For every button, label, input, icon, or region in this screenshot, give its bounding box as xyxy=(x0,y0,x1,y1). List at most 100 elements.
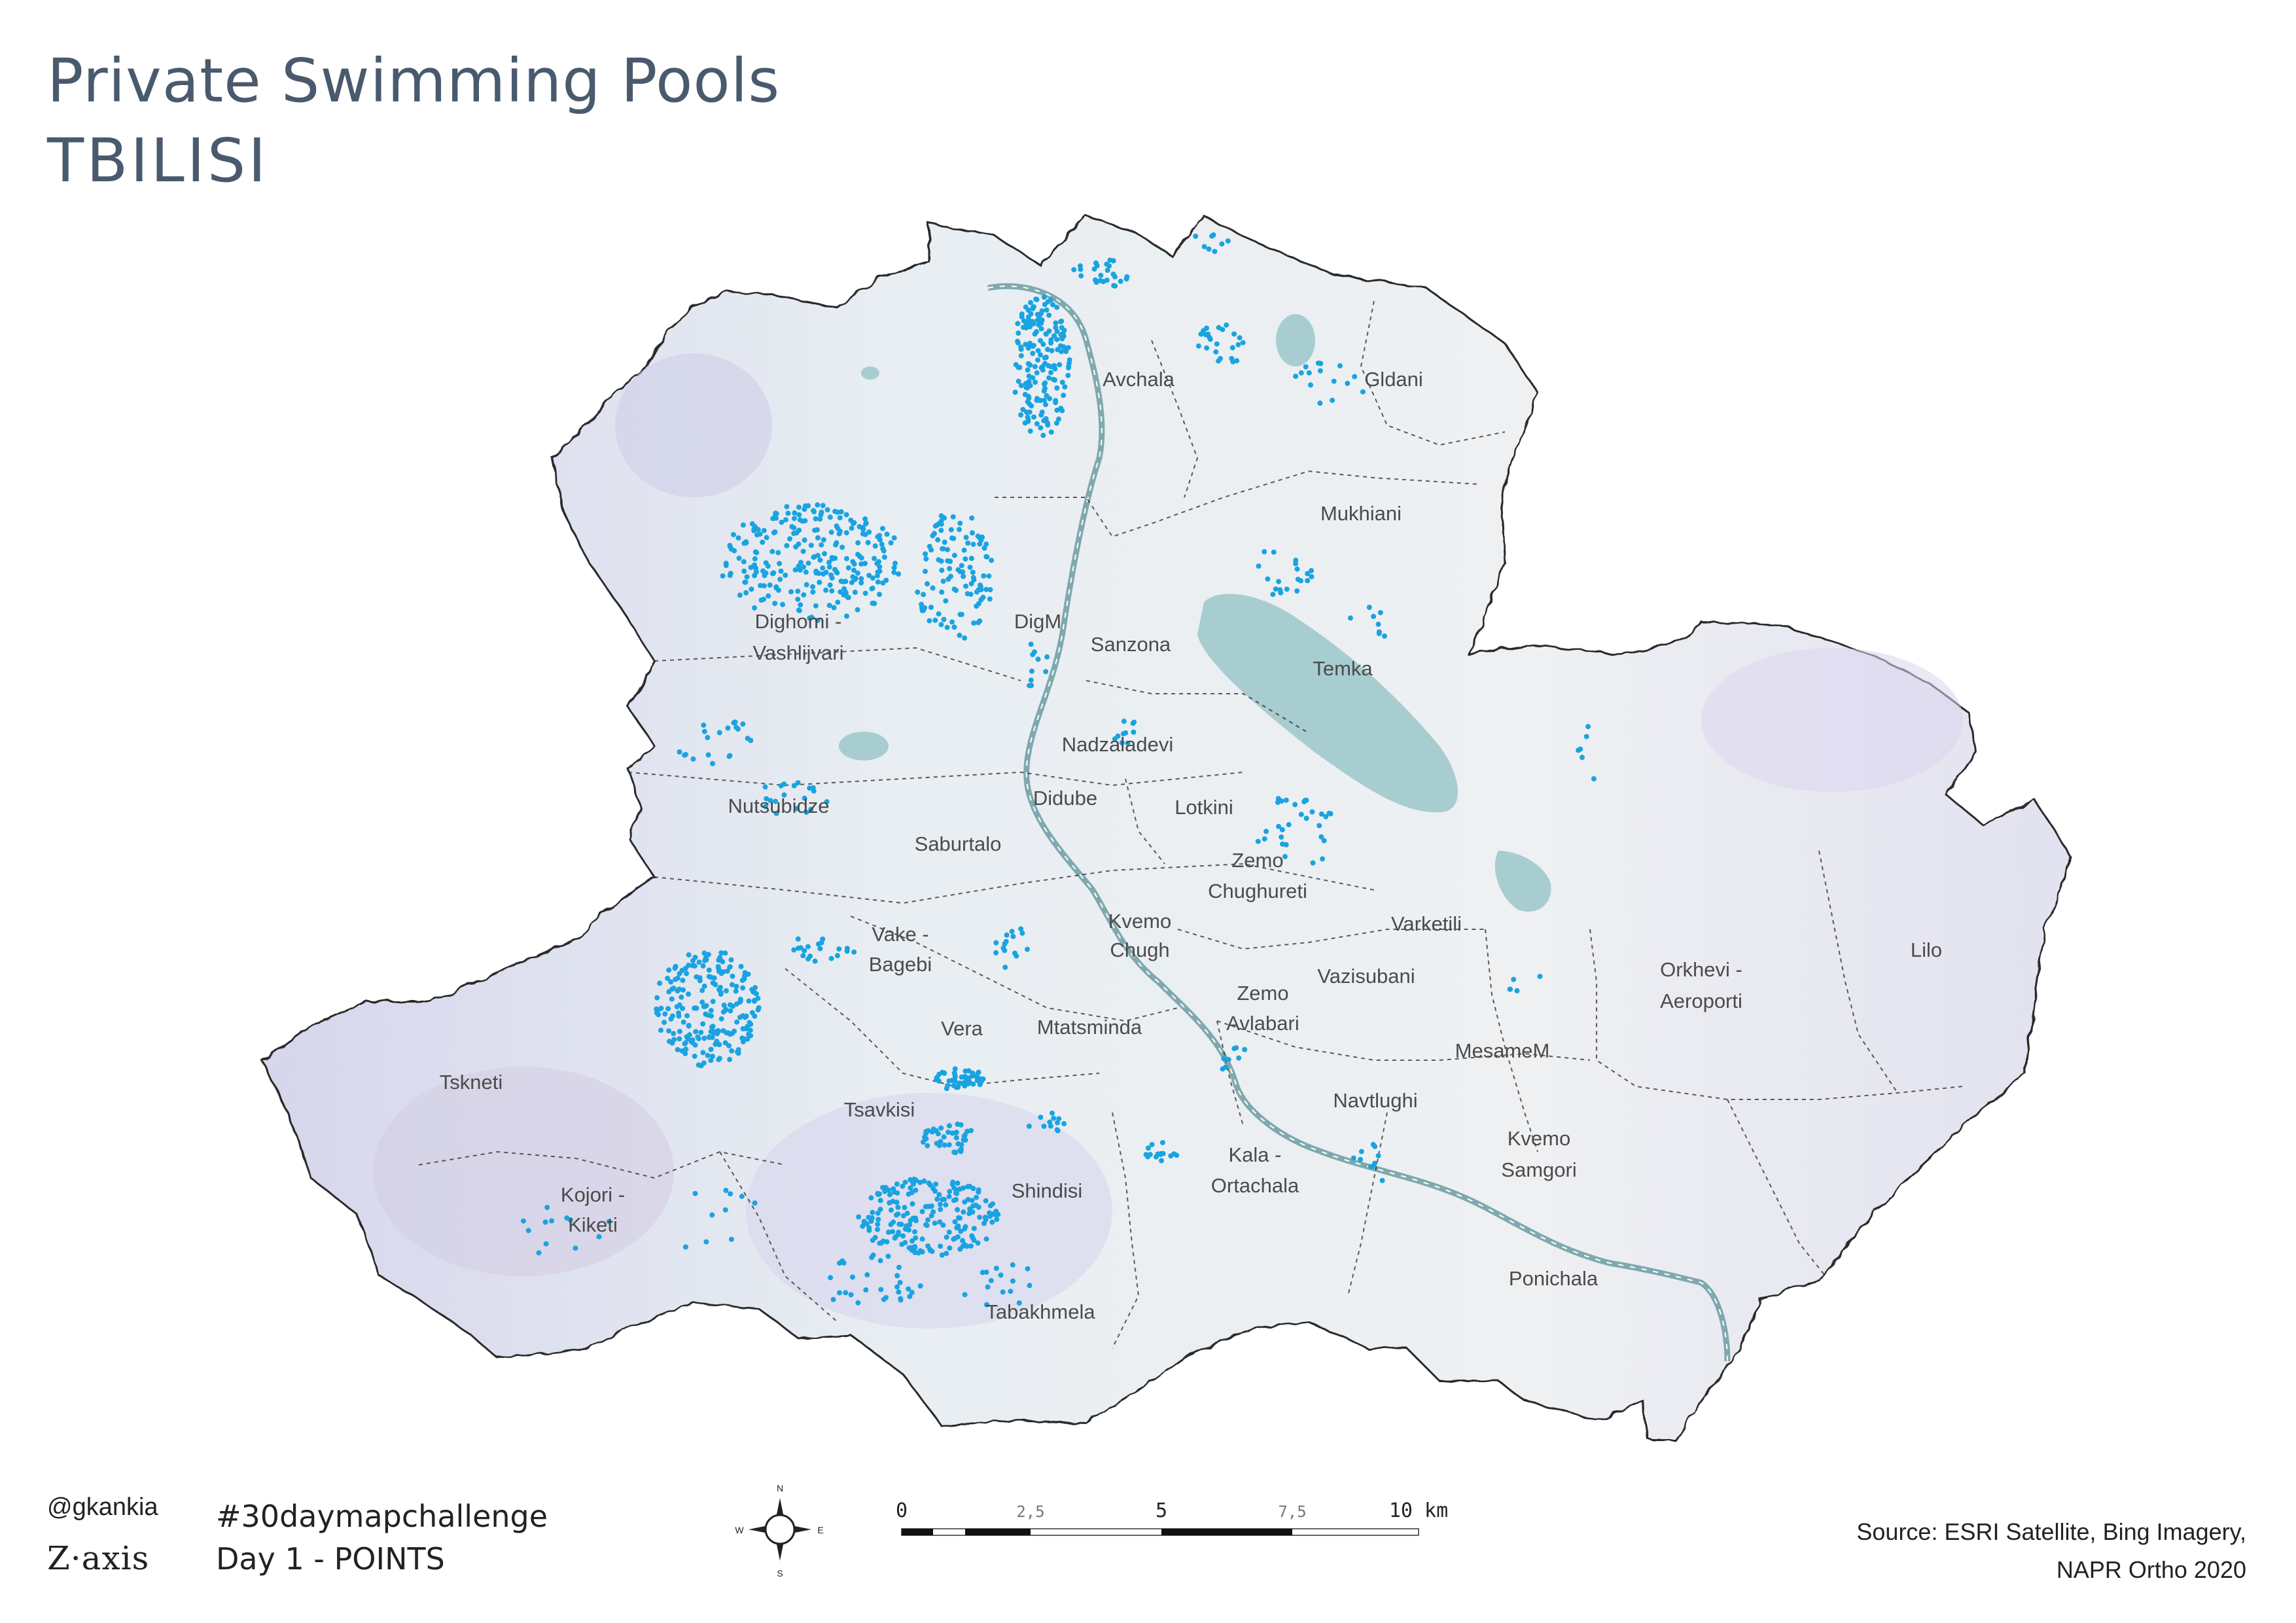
pool-point xyxy=(676,1010,681,1016)
pool-point xyxy=(1042,385,1048,391)
district-labels: Avchala Gldani Mukhiani Dighomi - Vashlijvar… xyxy=(440,368,1942,1323)
pool-point xyxy=(851,949,857,955)
pool-point xyxy=(1041,397,1047,403)
pool-point xyxy=(852,590,858,595)
pool-point xyxy=(930,1209,936,1215)
pool-point xyxy=(1053,420,1059,426)
pool-point xyxy=(746,1031,751,1037)
pool-point xyxy=(544,1205,550,1210)
pool-point xyxy=(692,1042,698,1048)
pool-point xyxy=(744,574,750,580)
pool-point xyxy=(820,565,826,571)
pool-point xyxy=(740,1026,746,1031)
pool-point xyxy=(1053,325,1059,330)
pool-point xyxy=(940,1069,945,1075)
pool-point xyxy=(932,617,938,623)
pool-point xyxy=(1028,641,1034,647)
pool-point xyxy=(993,940,999,946)
pool-point xyxy=(975,1240,981,1246)
district-label: Vera xyxy=(941,1017,983,1040)
pool-point xyxy=(877,1198,883,1204)
pool-point xyxy=(896,1289,902,1295)
district-label: Temka xyxy=(1313,657,1373,680)
pool-point xyxy=(752,556,758,562)
pool-point xyxy=(697,978,703,984)
pool-point xyxy=(1025,345,1031,351)
pool-point xyxy=(721,1003,727,1008)
pool-point xyxy=(1371,613,1377,619)
pool-point xyxy=(891,569,897,575)
pool-point xyxy=(730,973,735,979)
pool-point xyxy=(1038,352,1043,358)
pool-point xyxy=(740,721,746,727)
source-line-2: NAPR Ortho 2020 xyxy=(2056,1556,2246,1583)
pool-point xyxy=(866,1215,872,1221)
pool-point xyxy=(1050,302,1055,308)
pool-point xyxy=(752,573,758,579)
pool-point xyxy=(679,994,684,1000)
district-label: Bagebi xyxy=(869,953,932,976)
pool-point xyxy=(752,1200,758,1206)
pool-point xyxy=(817,946,823,952)
pool-point xyxy=(895,1211,901,1217)
pool-point xyxy=(837,1260,842,1266)
pool-point xyxy=(536,1250,542,1256)
pool-point xyxy=(692,1005,698,1011)
district-label: Aeroporti xyxy=(1660,990,1742,1012)
pool-point xyxy=(1214,341,1220,347)
pool-point xyxy=(875,1190,881,1196)
river xyxy=(987,283,1731,1362)
pool-point xyxy=(946,1194,952,1200)
pool-point xyxy=(1131,719,1137,725)
pool-point xyxy=(902,1240,908,1245)
pool-point xyxy=(1018,412,1024,418)
pool-point xyxy=(968,556,974,562)
pool-point xyxy=(1035,357,1040,363)
pool-point xyxy=(802,795,807,801)
pool-point xyxy=(839,544,845,550)
district-label: Saburtalo xyxy=(915,832,1002,855)
pool-point xyxy=(938,622,944,628)
pool-point xyxy=(708,1029,714,1035)
pool-point xyxy=(1273,586,1279,592)
pool-point xyxy=(898,1297,904,1303)
pool-point xyxy=(960,1243,966,1249)
pool-point xyxy=(960,569,966,575)
pool-point xyxy=(1027,324,1033,330)
pool-point xyxy=(1168,1153,1174,1159)
water-bodies xyxy=(839,314,1551,912)
pool-point xyxy=(953,1190,959,1196)
pool-point xyxy=(929,1249,935,1255)
pool-point xyxy=(951,624,957,630)
pool-point xyxy=(1031,321,1036,327)
pool-point xyxy=(686,963,692,968)
pool-point xyxy=(792,510,798,516)
pool-point xyxy=(955,1180,961,1186)
pool-point xyxy=(897,1279,903,1285)
district-label: Tskneti xyxy=(440,1071,503,1094)
pool-point xyxy=(1061,393,1067,399)
pool-point xyxy=(696,959,702,965)
pool-point xyxy=(684,971,690,976)
pool-point xyxy=(810,584,816,590)
pool-point xyxy=(813,603,819,609)
pool-point xyxy=(985,1284,991,1290)
pool-point xyxy=(844,946,850,952)
pool-point xyxy=(1262,549,1267,554)
pool-point xyxy=(1059,349,1064,355)
pool-point xyxy=(1025,946,1030,952)
pool-point xyxy=(1046,312,1052,318)
pool-point xyxy=(1060,331,1066,337)
pool-point xyxy=(1286,822,1292,828)
pool-point xyxy=(737,592,743,598)
pool-point xyxy=(817,579,822,585)
pool-point xyxy=(925,1143,930,1149)
pool-point xyxy=(1065,372,1071,378)
pool-point xyxy=(880,526,885,531)
pool-point xyxy=(881,554,887,560)
pool-point xyxy=(811,554,817,560)
pool-point xyxy=(958,1228,964,1234)
pool-point xyxy=(680,987,686,993)
pool-point xyxy=(981,545,987,551)
pool-point xyxy=(692,1053,698,1059)
